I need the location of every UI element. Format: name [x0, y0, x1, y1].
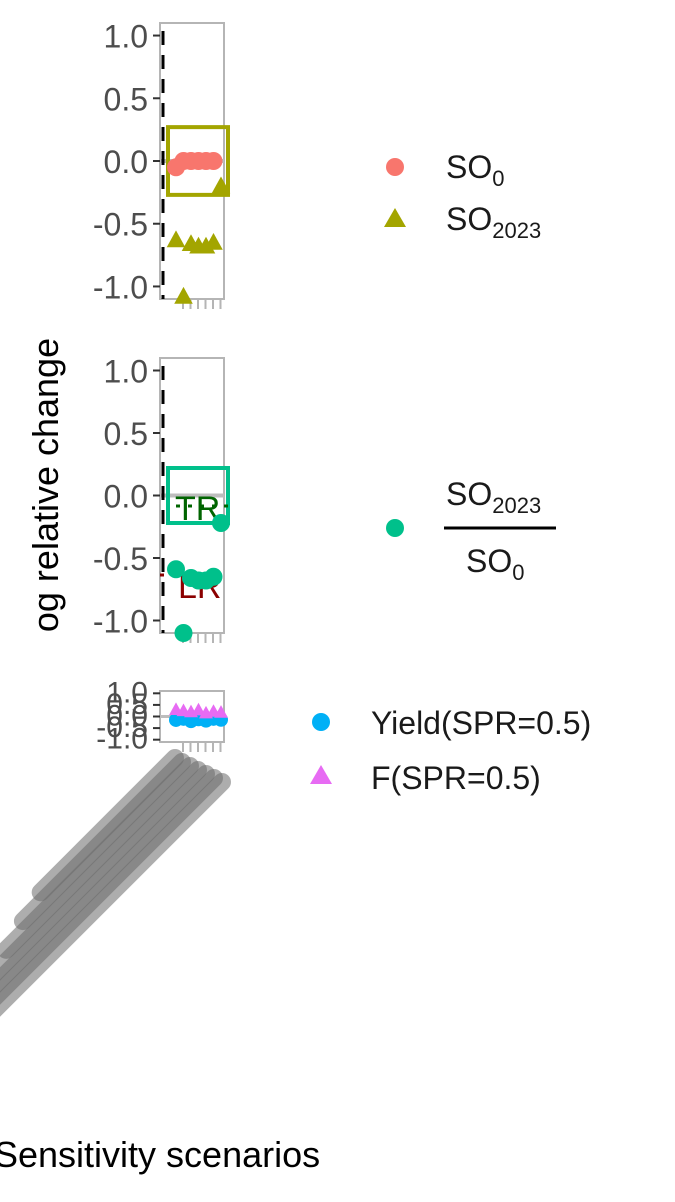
legend-so2023-label: SO2023 — [446, 201, 541, 243]
data-point-triangle — [211, 176, 231, 194]
legend-so0-sub: 0 — [492, 166, 504, 191]
data-point-circle — [174, 624, 193, 642]
data-point-triangle — [166, 230, 186, 248]
data-point-circle — [212, 514, 230, 532]
data-point-triangle — [214, 705, 228, 718]
legend-f-label: F(SPR=0.5) — [371, 760, 541, 796]
y-tick-label: -0.5 — [93, 207, 148, 243]
panel-bottom: 1.00.50.0-0.5-1.0 — [96, 676, 228, 756]
data-point-circle — [204, 152, 223, 170]
y-axis-title: og relative change — [25, 338, 66, 632]
legend-ratio-denominator: SO0 — [466, 543, 524, 585]
x-tick-labels — [0, 749, 231, 1017]
legend-middle: SO2023 SO0 — [386, 476, 556, 585]
legend-ratio-den-sub: 0 — [512, 560, 524, 585]
legend-top: SO0 SO2023 — [384, 149, 541, 243]
data-point-circle — [167, 560, 185, 579]
legend-bottom: Yield(SPR=0.5) F(SPR=0.5) — [310, 705, 591, 796]
y-tick-label: 0.0 — [104, 479, 148, 515]
x-axis-title: Sensitivity scenarios — [0, 1134, 320, 1175]
legend-ratio-den-base: SO — [466, 543, 512, 579]
range-box — [166, 125, 230, 197]
legend-yield-marker — [312, 713, 330, 731]
panel-top: 1.0 0.5 0.0 -0.5 -1.0 — [93, 19, 231, 309]
data-point-triangle — [204, 232, 223, 250]
data-point-circle — [204, 567, 223, 586]
range-box — [166, 466, 230, 525]
legend-so2023-sub: 2023 — [492, 218, 541, 243]
y-tick-label: 1.0 — [104, 354, 148, 390]
legend-so2023-base: SO — [446, 201, 492, 237]
panel-middle: 1.00.50.0-0.5-1.0TRLR — [93, 354, 230, 643]
y-tick-label: 0.5 — [104, 416, 148, 452]
y-tick-label: -1.0 — [93, 269, 148, 305]
x-tick-label-glyphs — [0, 773, 231, 1017]
y-tick-label: -1.0 — [93, 604, 148, 640]
data-point-triangle — [191, 702, 206, 716]
legend-ratio-num-base: SO — [446, 476, 492, 512]
legend-f-marker — [310, 765, 332, 784]
y-tick-label: 0.5 — [106, 688, 148, 721]
legend-so0-base: SO — [446, 149, 492, 185]
data-point-triangle — [174, 286, 193, 304]
y-tick-label: 0.0 — [106, 700, 148, 733]
y-tick-label: 0.0 — [104, 144, 148, 180]
y-tick-label: 0.5 — [104, 81, 148, 117]
y-tick-label: -0.5 — [93, 541, 148, 577]
y-tick-label: 1.0 — [106, 676, 148, 709]
y-tick-label: 1.0 — [104, 19, 148, 55]
legend-yield-label: Yield(SPR=0.5) — [371, 705, 591, 741]
legend-ratio-num-sub: 2023 — [492, 493, 541, 518]
legend-so0-label: SO0 — [446, 149, 504, 191]
legend-so2023-marker — [384, 208, 406, 227]
legend-so0-marker — [386, 158, 404, 176]
legend-ratio-numerator: SO2023 — [446, 476, 541, 518]
legend-ratio-marker — [386, 519, 404, 537]
y-tick-label: -1.0 — [96, 723, 148, 756]
y-tick-label: -0.5 — [96, 711, 148, 744]
